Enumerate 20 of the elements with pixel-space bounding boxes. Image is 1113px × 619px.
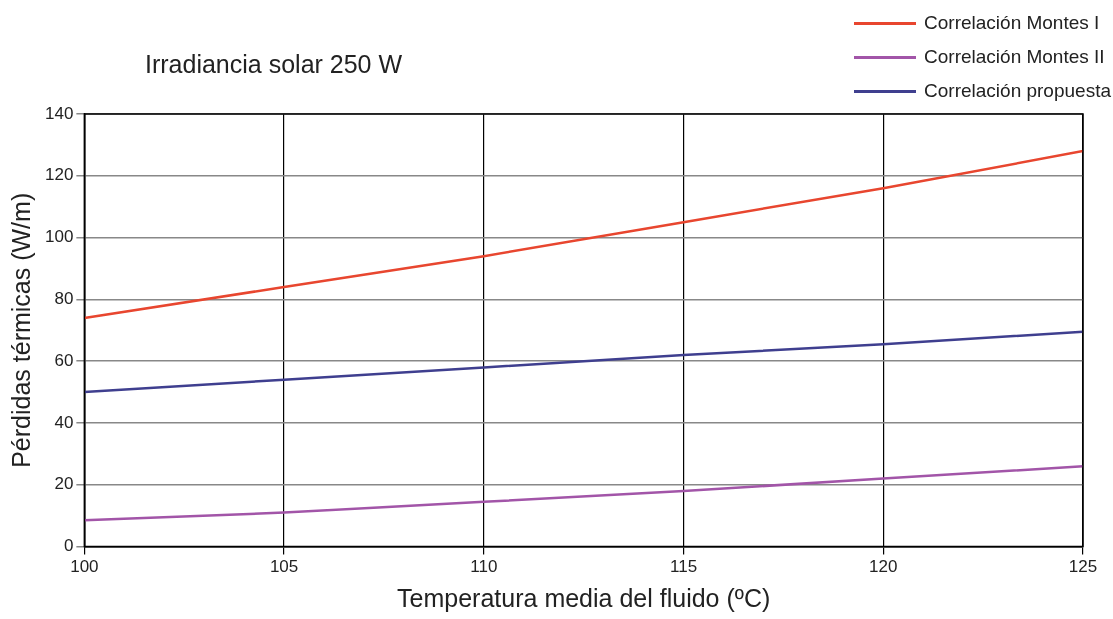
x-tick-label: 120 [869,557,898,577]
y-axis-title: Pérdidas térmicas (W/m) [6,192,35,468]
y-tick-label: 80 [54,289,74,309]
legend-label: Correlación Montes I [924,12,1100,34]
y-tick-label: 60 [54,350,74,370]
chart-title: Irradiancia solar 250 W [145,50,403,79]
y-tick-label: 40 [54,412,74,432]
x-tick-label: 115 [669,557,698,577]
x-tick-label: 110 [470,557,498,577]
x-tick-label: 125 [1068,557,1098,577]
x-axis-title: Temperatura media del fluido (ºC) [397,583,771,612]
y-tick-label: 0 [63,536,74,556]
legend-label: Correlación propuesta [924,80,1111,102]
y-tick-label: 120 [44,165,74,185]
legend-label: Correlación Montes II [924,46,1105,68]
y-tick-label: 100 [44,227,74,247]
x-tick-label: 100 [70,557,99,577]
y-tick-label: 140 [44,103,74,123]
x-tick-label: 105 [269,557,299,577]
y-tick-label: 20 [54,474,74,494]
